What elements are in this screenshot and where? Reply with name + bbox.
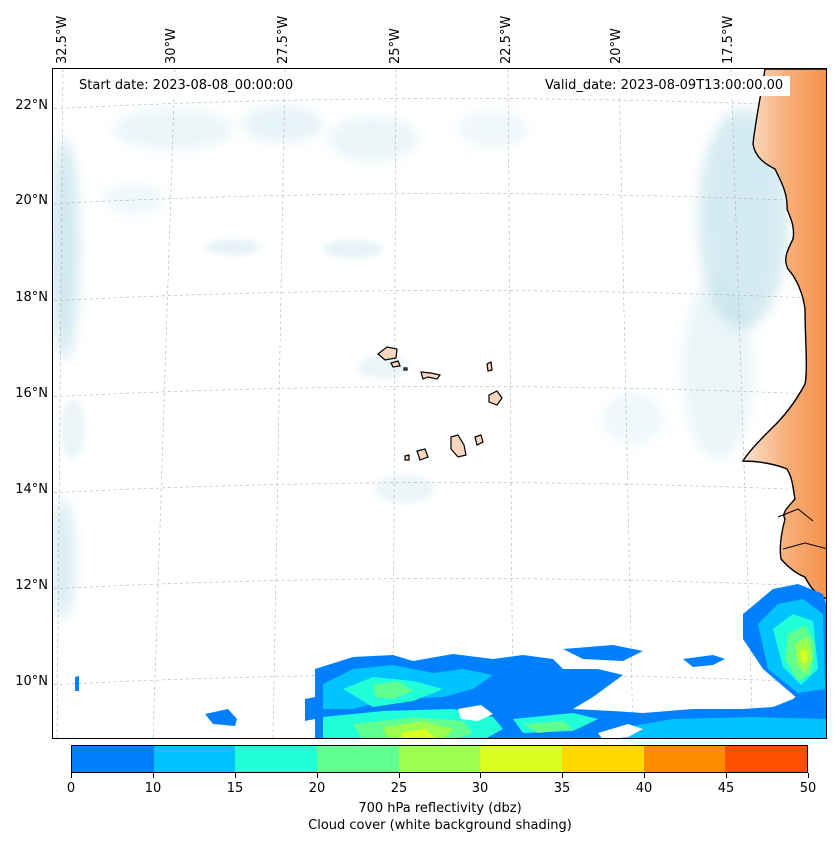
colorbar: [71, 745, 808, 773]
map-panel[interactable]: [52, 68, 827, 739]
colorbar-swatch: [153, 746, 236, 772]
colorbar-tick: [71, 773, 72, 778]
lat-label-22n: 22°N: [15, 98, 48, 113]
lat-label-20n: 20°N: [15, 193, 48, 208]
colorbar-tick: [562, 773, 563, 778]
lon-label-32-5w: 32.5°W: [55, 15, 70, 64]
colorbar-tick-label: 40: [635, 781, 653, 796]
cloud-patch: [53, 139, 79, 359]
africa-landmass: [741, 69, 826, 600]
colorbar-swatch: [398, 746, 481, 772]
colorbar-tick-label: 45: [717, 781, 735, 796]
colorbar-tick: [644, 773, 645, 778]
reflectivity-patch-4: [563, 645, 643, 661]
island-santa-luzia: [403, 367, 408, 371]
cloud-patch: [358, 355, 408, 379]
island-maio: [474, 434, 484, 446]
colorbar-tick-label: 30: [471, 781, 489, 796]
colorbar-swatch: [235, 746, 318, 772]
cloud-patch: [205, 239, 261, 255]
gambia-river-border: [777, 508, 814, 522]
reflectivity-patch-0: [305, 697, 315, 721]
reflectivity-patch-2: [683, 655, 725, 667]
colorbar-tick: [235, 773, 236, 778]
cloud-patch: [328, 117, 418, 161]
lon-label-17-5w: 17.5°W: [721, 15, 736, 64]
lat-label-14n: 14°N: [15, 482, 48, 497]
colorbar-subtitle: Cloud cover (white background shading): [308, 818, 572, 833]
lon-label-20w: 20°W: [609, 28, 624, 64]
lat-label-16n: 16°N: [15, 386, 48, 401]
colorbar-swatch: [72, 746, 154, 772]
island-brava: [404, 454, 410, 461]
colorbar-title: 700 hPa reflectivity (dbz): [358, 801, 522, 816]
cloud-patch: [53, 499, 75, 619]
reflectivity-hole: [458, 705, 643, 738]
lon-label-30w: 30°W: [164, 28, 179, 64]
cloud-patch: [458, 111, 528, 147]
colorbar-tick-label: 50: [799, 781, 817, 796]
colorbar-tick-label: 20: [308, 781, 326, 796]
colorbar-tick: [399, 773, 400, 778]
island-sao-nicolau: [420, 371, 442, 380]
valid-date-label: Valid_date: 2023-08-09T13:00:00.00: [538, 76, 791, 96]
colorbar-tick: [317, 773, 318, 778]
cloud-patch: [323, 240, 383, 258]
island-boa-vista: [488, 390, 503, 406]
reflectivity-patch-1: [205, 709, 237, 726]
lon-label-25w: 25°W: [388, 28, 403, 64]
colorbar-tick-label: 15: [226, 781, 244, 796]
reflectivity-band-5: [383, 637, 813, 738]
reflectivity-patch-3: [75, 676, 79, 691]
lon-label-22-5w: 22.5°W: [499, 15, 514, 64]
colorbar-tick-label: 0: [66, 781, 76, 796]
lat-label-18n: 18°N: [15, 290, 48, 305]
map-canvas: [53, 69, 826, 738]
colorbar-tick: [153, 773, 154, 778]
colorbar-swatch: [480, 746, 563, 772]
cloud-patch: [603, 394, 663, 444]
colorbar-swatch: [725, 746, 808, 772]
lat-label-10n: 10°N: [15, 674, 48, 689]
colorbar-swatch: [562, 746, 644, 772]
island-sal: [486, 361, 493, 372]
colorbar-swatch: [317, 746, 399, 772]
colorbar-tick: [726, 773, 727, 778]
island-santo-antao: [377, 346, 398, 361]
reflectivity-layer: [75, 584, 826, 738]
lat-label-12n: 12°N: [15, 578, 48, 593]
colorbar-tick: [808, 773, 809, 778]
cloud-patch: [243, 106, 323, 142]
lon-label-27-5w: 27.5°W: [276, 15, 291, 64]
start-date-label: Start date: 2023-08-08_00:00:00: [72, 76, 301, 96]
reflectivity-band-2: [323, 599, 826, 738]
colorbar-tick-label: 35: [553, 781, 571, 796]
cloud-patch: [61, 399, 85, 459]
cloud-patch: [103, 184, 163, 214]
cape-verde-islands: [377, 346, 503, 461]
island-sao-vicente: [390, 360, 401, 368]
cloud-patch: [375, 475, 435, 503]
island-santiago: [450, 434, 467, 458]
colorbar-swatch: [643, 746, 726, 772]
guinea-bissau-border: [782, 542, 826, 550]
island-fogo: [416, 448, 429, 461]
colorbar-tick: [480, 773, 481, 778]
colorbar-tick-label: 25: [390, 781, 408, 796]
cloud-patch: [683, 279, 753, 459]
cloud-cover-layer: [53, 106, 788, 619]
colorbar-tick-label: 10: [144, 781, 162, 796]
